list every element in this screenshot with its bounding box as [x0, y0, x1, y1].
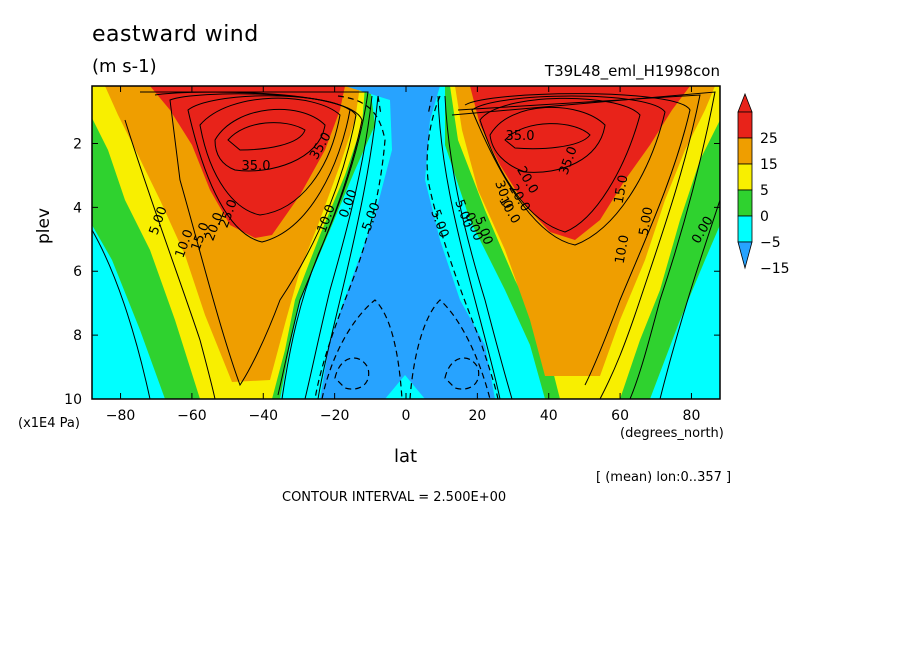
contour-label: 10.0	[613, 234, 633, 265]
colorbar-label: 25	[760, 131, 778, 147]
colorbar-label: 5	[760, 183, 769, 199]
colorbar-swatch	[737, 163, 753, 191]
contour-right-inner-b	[444, 95, 513, 399]
x-tick-label: 60	[611, 408, 629, 424]
y-tick-label: 6	[73, 264, 82, 280]
contour-label: 35.0	[242, 159, 271, 174]
dash-right-lower	[409, 299, 491, 399]
x-tick-label: −60	[177, 408, 207, 424]
contour-interval: CONTOUR INTERVAL = 2.500E+00	[282, 490, 507, 505]
contour-right-5	[451, 91, 716, 399]
mean-note: [ (mean) lon:0..357 ]	[596, 470, 732, 485]
x-axis-ticks: −80 −60 −40 −20 0 20 40 60 80	[106, 86, 701, 424]
contour-left-inner-a	[304, 95, 373, 399]
colorbar-swatch	[737, 189, 753, 217]
y-tick-label: 2	[73, 136, 82, 152]
chart-title: eastward wind	[92, 22, 259, 47]
negative-contours	[314, 95, 499, 399]
dash-left-lower	[321, 299, 403, 399]
contour-right-20	[471, 95, 666, 246]
contour-left-35	[227, 122, 306, 151]
contour-right-15	[464, 93, 691, 386]
x-tick-label: 40	[540, 408, 558, 424]
x-axis-label: lat	[394, 446, 418, 467]
dash-top-left	[377, 95, 382, 116]
contour-right-25	[479, 97, 641, 233]
x-tick-label: −20	[320, 408, 350, 424]
fill-blue-center	[320, 86, 495, 399]
contour-left-5b	[124, 119, 216, 399]
x-tick-label: −40	[248, 408, 278, 424]
colorbar-bottom-arrow	[737, 241, 753, 270]
colorbar-label: 15	[760, 157, 778, 173]
x-tick-label: −80	[106, 408, 136, 424]
x-tick-label: 20	[468, 408, 486, 424]
contour-label: 5.00	[637, 206, 657, 237]
contour-left-5	[140, 91, 369, 399]
contour-left-0	[92, 229, 151, 399]
contour-right-0	[659, 199, 720, 399]
dash-left-outer	[314, 95, 386, 399]
contour-right-30	[489, 106, 606, 173]
colorbar: 25 15 5 0 −5 −15	[737, 92, 790, 277]
colorbar-label: −5	[760, 235, 781, 251]
contour-right-35	[504, 123, 591, 150]
colorbar-label: −15	[760, 261, 790, 277]
contour-left-25	[199, 97, 341, 216]
contour-label: 15.0	[612, 174, 632, 205]
fill-red-left	[150, 86, 345, 238]
contour-left-20	[187, 95, 351, 243]
colorbar-swatch	[737, 137, 753, 165]
contour-left-10	[154, 91, 363, 396]
chart-units: (m s-1)	[92, 56, 157, 77]
contour-left-inner-b	[317, 95, 379, 399]
contour-lines	[92, 91, 720, 399]
contour-right-10	[457, 94, 701, 399]
y-tick-label: 10	[64, 392, 82, 408]
colorbar-label: 0	[760, 209, 769, 225]
y-tick-label: 8	[73, 328, 82, 344]
dash-top-right	[427, 95, 433, 116]
y-tick-label: 4	[73, 200, 82, 216]
y-axis-unit: (x1E4 Pa)	[18, 416, 80, 431]
x-tick-label: 80	[683, 408, 701, 424]
x-axis-unit: (degrees_north)	[620, 426, 724, 441]
colorbar-swatch	[737, 215, 753, 243]
fill-red-right	[470, 86, 690, 240]
contour-right-inner-a	[437, 95, 501, 399]
dash-right-outer	[426, 95, 499, 399]
colorbar-top-arrow	[737, 92, 753, 113]
contour-left-30	[214, 108, 326, 172]
colorbar-swatch	[737, 111, 753, 139]
run-name: T39L48_eml_H1998con	[544, 62, 720, 80]
y-axis-ticks: 2 4 6 8 10	[64, 136, 720, 408]
contour-label: 35.0	[506, 129, 535, 144]
x-tick-label: 0	[402, 408, 411, 424]
